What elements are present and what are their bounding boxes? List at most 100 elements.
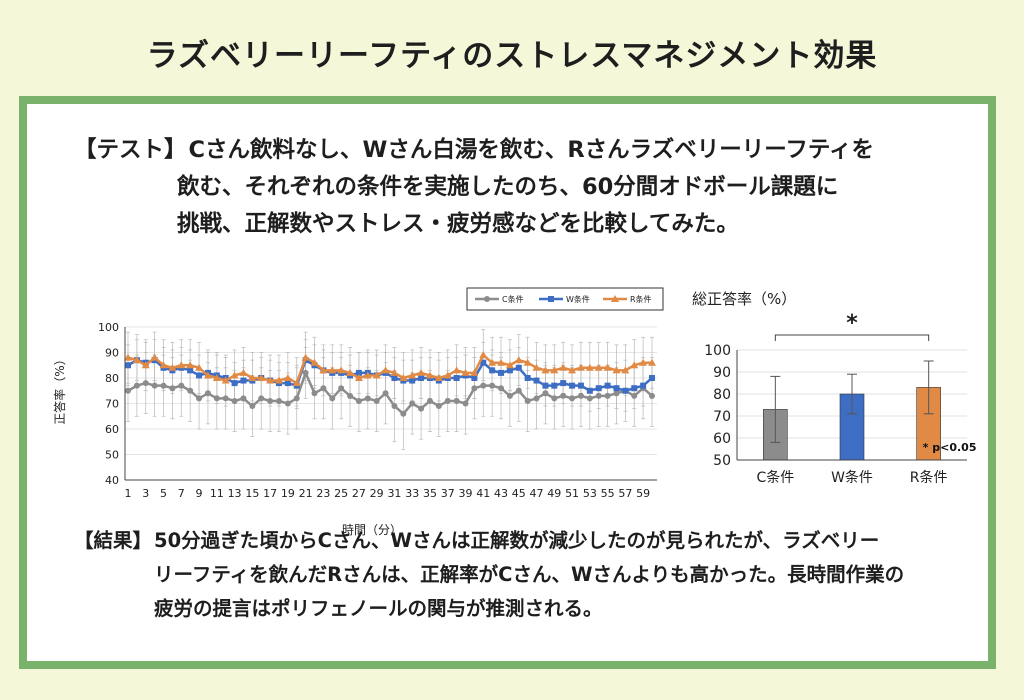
legend-label-R: R条件 — [630, 294, 652, 304]
test-description: 【テスト】Cさん飲料なし、Wさん白湯を飲む、Rさんラズベリーリーフティを 飲む、… — [74, 132, 954, 243]
page-title: ラズベリーリーフティのストレスマネジメント効果 — [146, 38, 878, 74]
point-C — [560, 392, 567, 399]
significance-bracket — [774, 334, 930, 341]
point-W — [187, 367, 194, 374]
point-R — [417, 368, 426, 376]
point-W — [586, 387, 593, 394]
line-chart-xtick: 49 — [547, 487, 561, 500]
point-R — [328, 366, 337, 374]
bar-chart-ytick: 90 — [713, 365, 731, 381]
point-R — [239, 368, 248, 376]
point-C — [489, 382, 496, 389]
point-R — [354, 374, 363, 381]
point-R — [141, 361, 150, 369]
line-chart-ytick: 50 — [105, 449, 119, 462]
result-description: 【結果】 50分過ぎた頃からCさん、Wさんは正解数が減少したのが見られたが、ラズベ… — [74, 524, 954, 626]
point-C — [178, 382, 185, 389]
point-W — [125, 362, 131, 369]
line-chart-xtick: 13 — [228, 487, 242, 500]
line-chart-xlabel: 時間（分） — [342, 523, 402, 537]
point-C — [240, 395, 247, 402]
point-C — [213, 395, 220, 402]
point-R — [319, 366, 328, 374]
line-chart-xtick: 33 — [405, 487, 419, 500]
point-R — [301, 353, 310, 361]
point-R — [550, 366, 559, 374]
test-line-1: Cさん飲料なし、Wさん白湯を飲む、Rさんラズベリーリーフティを — [188, 137, 875, 163]
line-chart-xtick: 57 — [618, 487, 632, 500]
point-W — [284, 380, 291, 387]
point-C — [231, 397, 238, 404]
point-C — [515, 387, 522, 394]
point-C — [391, 403, 398, 410]
line-chart-xtick: 37 — [441, 487, 455, 500]
point-C — [649, 392, 655, 399]
point-C — [435, 403, 442, 410]
point-C — [204, 390, 211, 397]
point-C — [293, 395, 300, 402]
point-R — [177, 361, 186, 369]
point-R — [292, 379, 301, 387]
bar-chart-title: 総正答率（%） — [692, 290, 796, 308]
point-R — [470, 368, 479, 376]
point-C — [142, 380, 149, 387]
line-chart-xtick: 53 — [583, 487, 597, 500]
bar-chart-category: R条件 — [910, 469, 948, 486]
point-C — [444, 397, 451, 404]
bar-chart-ytick: 60 — [713, 431, 731, 447]
point-W — [631, 385, 638, 392]
point-R — [230, 371, 239, 379]
point-R — [541, 366, 550, 374]
point-R — [559, 363, 568, 371]
line-chart-ytick: 90 — [105, 347, 119, 360]
point-W — [506, 367, 513, 374]
point-R — [168, 363, 177, 371]
line-chart-xtick: 35 — [423, 487, 437, 500]
line-chart-xtick: 51 — [565, 487, 579, 500]
point-R — [337, 366, 346, 374]
test-line-2: 飲む、それぞれの条件を実施したのち、60分間オドボール課題に — [177, 174, 839, 200]
point-R — [257, 374, 266, 381]
point-R — [159, 361, 168, 369]
point-W — [231, 380, 238, 387]
point-C — [533, 395, 540, 402]
point-R — [434, 374, 443, 381]
point-W — [622, 387, 629, 394]
point-R — [514, 356, 523, 364]
point-R — [195, 363, 204, 371]
point-C — [222, 395, 229, 402]
point-R — [390, 368, 399, 376]
legend-label-W: W条件 — [566, 294, 590, 304]
bar-chart-category: W条件 — [831, 469, 873, 486]
line-chart-xtick: 59 — [636, 487, 650, 500]
point-C — [125, 387, 131, 394]
point-W — [489, 367, 496, 374]
point-C — [373, 397, 380, 404]
line-chart-ytick: 70 — [105, 398, 119, 411]
point-C — [480, 382, 487, 389]
point-R — [408, 371, 417, 379]
point-W — [515, 364, 522, 371]
point-R — [461, 368, 470, 376]
point-R — [568, 366, 577, 374]
test-line-3: 挑戦、正解数やストレス・疲労感などを比較してみた。 — [177, 211, 739, 237]
line-chart-ytick: 80 — [105, 372, 119, 385]
line-chart-xtick: 29 — [370, 487, 384, 500]
point-R — [621, 366, 630, 374]
point-R — [372, 371, 381, 379]
point-C — [320, 385, 327, 392]
point-R — [399, 374, 408, 381]
point-C — [311, 390, 318, 397]
point-C — [284, 400, 291, 407]
legend-marker-W — [548, 296, 554, 302]
point-C — [355, 397, 362, 404]
bar-chart-ytick: 70 — [713, 409, 731, 425]
point-W — [551, 382, 558, 389]
point-C — [347, 392, 354, 399]
point-C — [498, 385, 505, 392]
line-chart-xtick: 7 — [178, 487, 185, 500]
point-R — [221, 376, 230, 384]
point-R — [479, 351, 488, 359]
point-R — [648, 358, 656, 366]
